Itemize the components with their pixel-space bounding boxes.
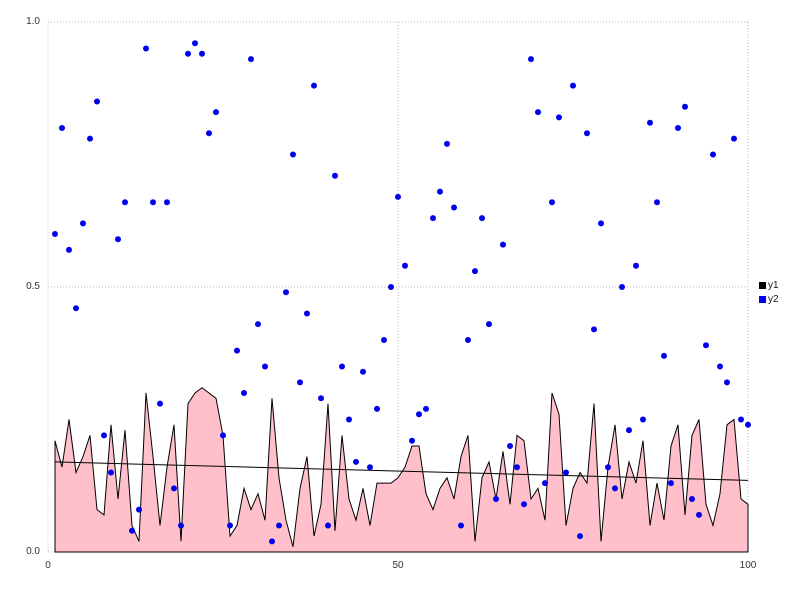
y-axis-tick-label: 1.0 bbox=[26, 16, 40, 27]
legend-label-y2: y2 bbox=[768, 293, 779, 305]
legend-item-y2: y2 bbox=[759, 292, 779, 306]
y-axis-tick-label: 0.5 bbox=[26, 281, 40, 292]
legend: y1 y2 bbox=[759, 278, 779, 306]
x-axis-tick-label: 0 bbox=[45, 560, 51, 571]
legend-item-y1: y1 bbox=[759, 278, 779, 292]
y2-swatch-icon bbox=[759, 295, 766, 303]
x-axis-tick-label: 100 bbox=[739, 560, 757, 571]
y1-swatch-icon bbox=[759, 281, 766, 289]
x-axis-tick-label: 50 bbox=[392, 560, 404, 571]
y-axis-tick-label: 0.0 bbox=[26, 546, 40, 557]
legend-label-y1: y1 bbox=[768, 279, 779, 291]
